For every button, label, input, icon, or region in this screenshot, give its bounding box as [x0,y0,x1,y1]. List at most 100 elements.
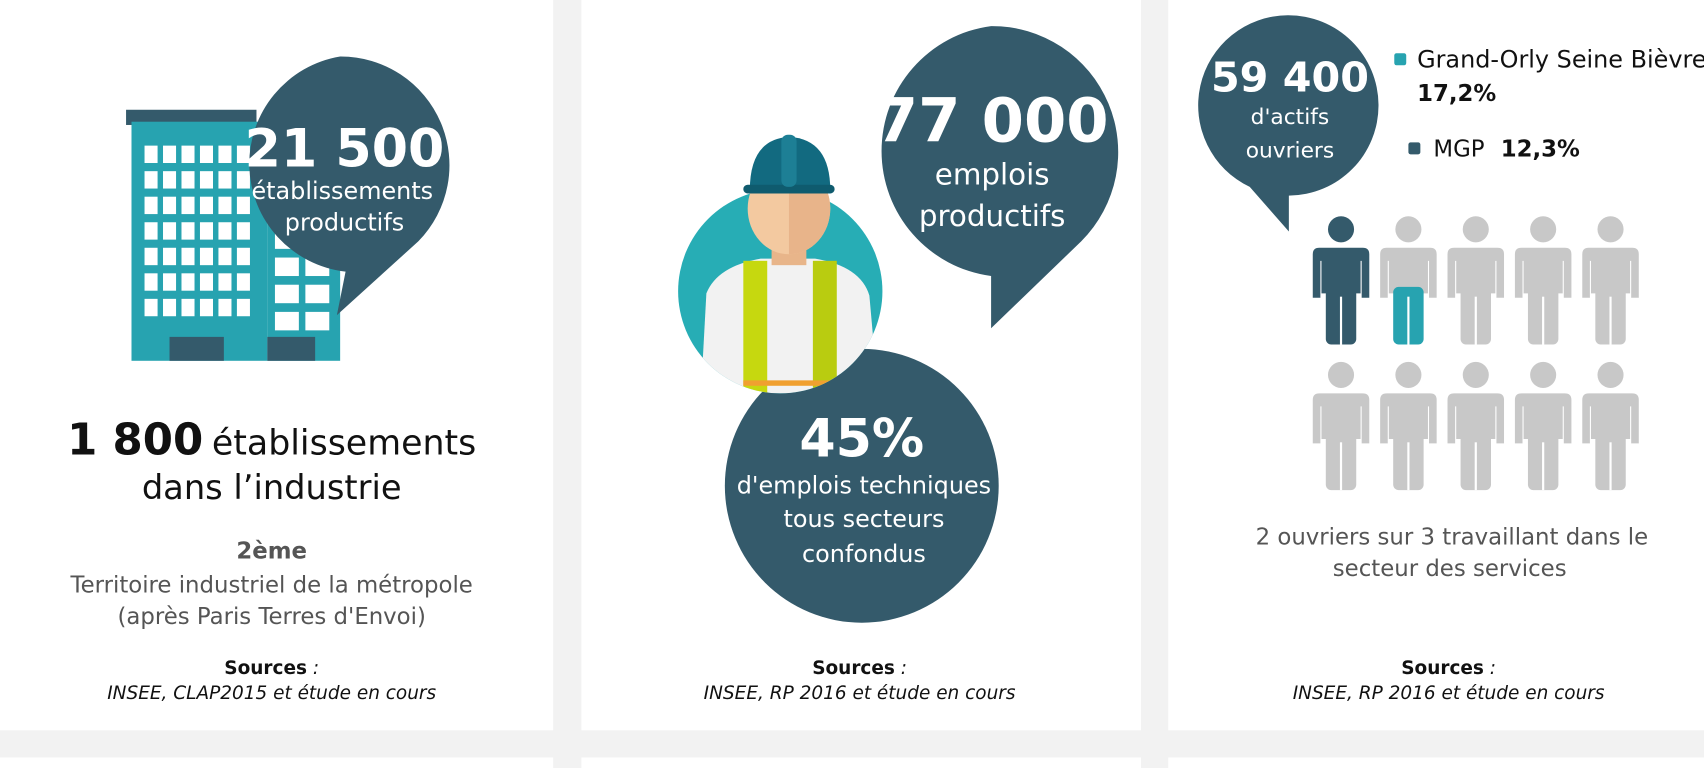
people-icons [1312,216,1639,491]
body [1380,247,1437,298]
sources-sep: : [895,658,907,679]
bubble-text: établissements [251,177,433,205]
window [236,298,250,317]
bubble-number: 21 500 [245,119,445,179]
body [1514,247,1572,298]
window [236,196,250,215]
person-icon [1582,216,1639,345]
sources: INSEE, RP 2016 et étude en cours [1293,683,1605,704]
window [199,247,213,266]
window [144,171,158,189]
window [181,273,195,291]
sources: INSEE, CLAP2015 et étude en cours [107,683,436,704]
window [305,284,330,304]
body [1582,393,1639,444]
stat-text: tous secteurs [783,505,944,533]
window [163,171,177,189]
person-icon [1447,216,1505,345]
window [218,273,232,291]
body [1447,247,1505,298]
rank-text: (après Paris Terres d'Envoi) [117,604,425,630]
head [1597,216,1624,243]
head [1462,216,1489,243]
bubble-text: ouvriers [1246,139,1334,164]
window [144,196,158,215]
sources: INSEE, RP 2016 et étude en cours [704,683,1016,704]
leg-gap [1542,442,1545,491]
window [144,145,158,164]
window [144,222,158,240]
headline-text: établissements [212,423,476,463]
rank: 2ème [236,539,307,565]
sources-sep: : [1484,658,1496,679]
window [199,145,213,164]
body [1380,393,1437,444]
person-icon [1582,361,1639,491]
speech-bubble [249,56,450,316]
window [181,196,195,215]
window [218,171,232,189]
speech-bubble [881,26,1119,329]
window [181,247,195,266]
leg-gap [1339,442,1343,491]
leg-gap [1609,442,1612,491]
head [1462,361,1489,388]
card [581,757,1142,768]
window [163,298,177,317]
legend-value: 17,2% [1417,81,1496,107]
person-icon [1312,216,1370,345]
leg-gap [1474,442,1477,491]
leg-gap [1609,296,1612,345]
window [236,171,250,189]
window [274,284,299,304]
worker-icon [678,134,883,394]
window [236,247,250,266]
sources-label: Sources : [1401,658,1496,679]
window [199,298,213,317]
body [1514,393,1572,444]
head [1395,216,1422,243]
legend-label: Grand-Orly Seine Bièvre [1417,45,1704,73]
leg-gap [1474,296,1477,345]
window [163,196,177,215]
stat-text: d'emplois techniques [737,471,991,499]
window [144,298,158,317]
bubble-text: productifs [919,199,1066,233]
window [305,311,330,331]
window [218,222,232,240]
headline: 1 800 établissements [67,415,476,465]
window [181,298,195,317]
window [199,222,213,240]
sources-label: Sources [224,658,307,679]
window [274,311,299,331]
window [236,273,250,291]
leg-gap [1339,296,1343,345]
sources-label: Sources [1401,658,1484,679]
rank-text: Territoire industriel de la métropole [70,572,473,598]
leg-gap [1407,296,1410,345]
window [199,273,213,291]
person-icon [1447,361,1505,491]
window [163,222,177,240]
window [218,196,232,215]
card [1168,757,1704,768]
window [218,298,232,317]
stat-text: confondus [802,540,926,568]
legend-label: MGP [1433,136,1484,162]
bubble-text: d'actifs [1251,105,1330,130]
stat-circle [724,348,999,623]
window [181,145,195,164]
body [1582,247,1639,298]
window [144,247,158,266]
caption: 2 ouvriers sur 3 travaillant dans le [1256,524,1649,550]
head [1395,361,1422,388]
bubble-text: emplois [935,158,1050,192]
sources-label: Sources : [812,658,907,679]
window [274,257,299,277]
window [163,247,177,266]
window [199,171,213,189]
person-icon [1380,216,1437,345]
speech-bubble [1198,15,1379,232]
